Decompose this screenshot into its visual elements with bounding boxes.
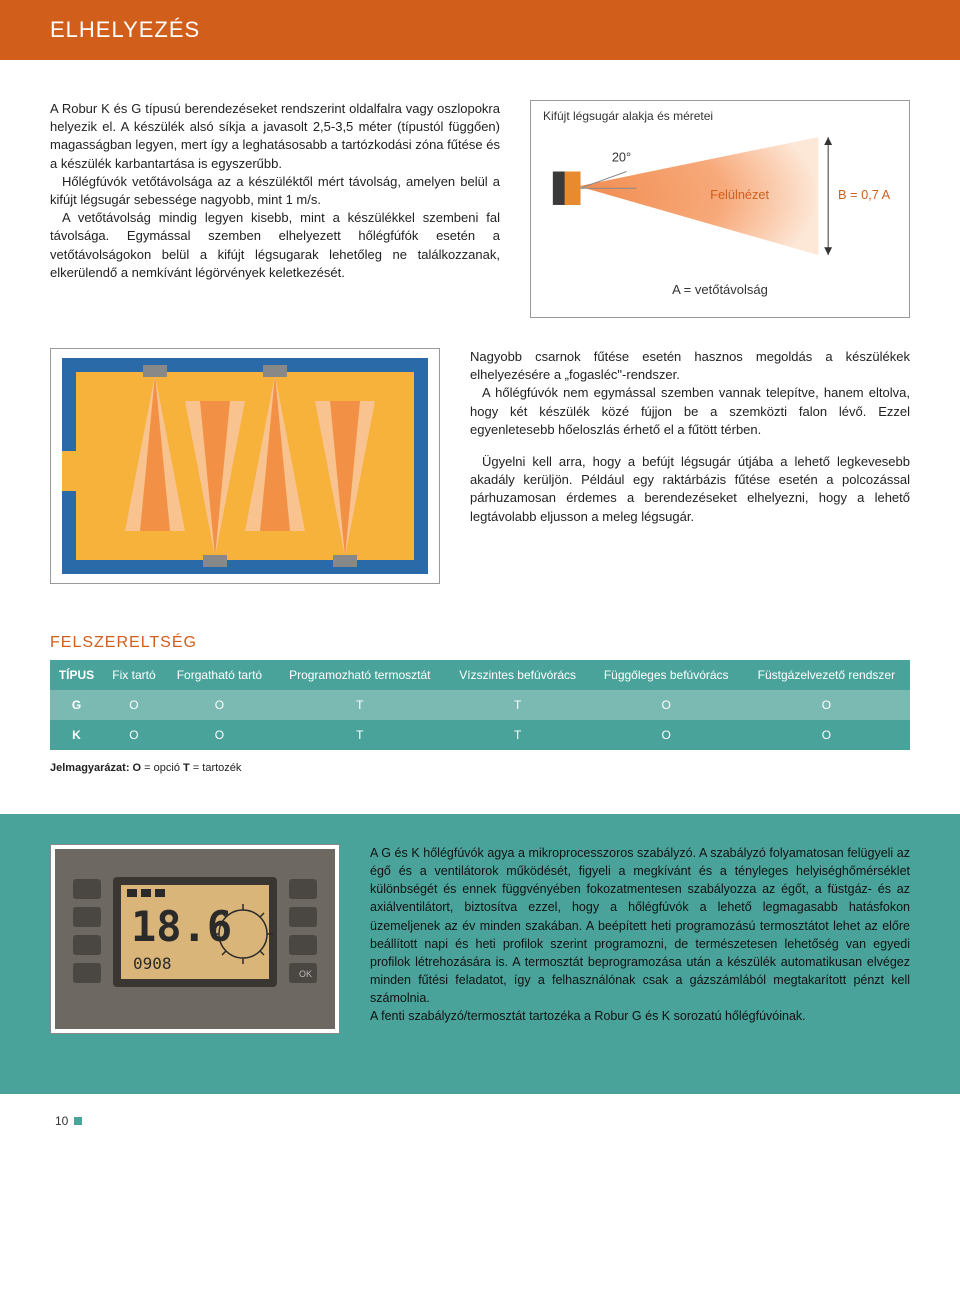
equip-legend: Jelmagyarázat: O = opció T = tartozék (50, 762, 910, 774)
intro-text: A Robur K és G típusú berendezéseket ren… (50, 100, 500, 318)
equip-table: TÍPUSFix tartóForgatható tartóProgramozh… (50, 660, 910, 750)
equip-col-4: Vízszintes befúvórács (446, 660, 590, 690)
page-marker-icon (74, 1117, 82, 1125)
mid-p1: Nagyobb csarnok fűtése esetén hasznos me… (470, 348, 910, 384)
angle-label: 20° (612, 150, 631, 165)
fig1-caption: A = vetőtávolság (543, 282, 897, 297)
figure-room (50, 348, 440, 584)
controller-image: OK 18.6 0908 (50, 844, 340, 1034)
svg-text:OK: OK (299, 969, 312, 979)
mid-text: Nagyobb csarnok fűtése esetén hasznos me… (470, 348, 910, 584)
controller-section: OK 18.6 0908 (0, 814, 960, 1094)
intro-p3: A vetőtávolság mindig legyen kisebb, min… (50, 209, 500, 282)
table-row: KOOTTOO (50, 720, 910, 750)
equip-col-2: Forgatható tartó (165, 660, 274, 690)
topview-label: Felülnézet (710, 187, 769, 202)
equip-col-3: Programozható termosztát (274, 660, 446, 690)
equip-col-6: Füstgázelvezető rendszer (743, 660, 910, 690)
beam-diagram: 20° Felülnézet B = 0,7 A (543, 131, 897, 271)
dim-label: B = 0,7 A (838, 187, 891, 202)
page-number: 10 (0, 1094, 960, 1148)
table-row: GOOTTOO (50, 690, 910, 720)
header-bar: ELHELYEZÉS (0, 0, 960, 60)
equip-col-0: TÍPUS (50, 660, 103, 690)
equip-title: FELSZERELTSÉG (50, 634, 910, 652)
intro-p2: Hőlégfúvók vetőtávolsága az a készüléktő… (50, 173, 500, 209)
equip-col-5: Függőleges befúvórács (590, 660, 743, 690)
equip-col-1: Fix tartó (103, 660, 165, 690)
fig1-title: Kifújt légsugár alakja és méretei (543, 109, 897, 123)
figure-beam: Kifújt légsugár alakja és méretei (530, 100, 910, 318)
page-title: ELHELYEZÉS (50, 17, 200, 43)
mid-p2: A hőlégfúvók nem egymással szemben vanna… (470, 384, 910, 439)
svg-text:0908: 0908 (133, 954, 172, 973)
equipment-section: FELSZERELTSÉG TÍPUSFix tartóForgatható t… (50, 634, 910, 774)
controller-text: A G és K hőlégfúvók agya a mikroprocessz… (370, 844, 910, 1034)
svg-text:18.6: 18.6 (131, 902, 232, 951)
mid-p3: Ügyelni kell arra, hogy a befújt légsugá… (470, 453, 910, 526)
intro-p1: A Robur K és G típusú berendezéseket ren… (50, 100, 500, 173)
